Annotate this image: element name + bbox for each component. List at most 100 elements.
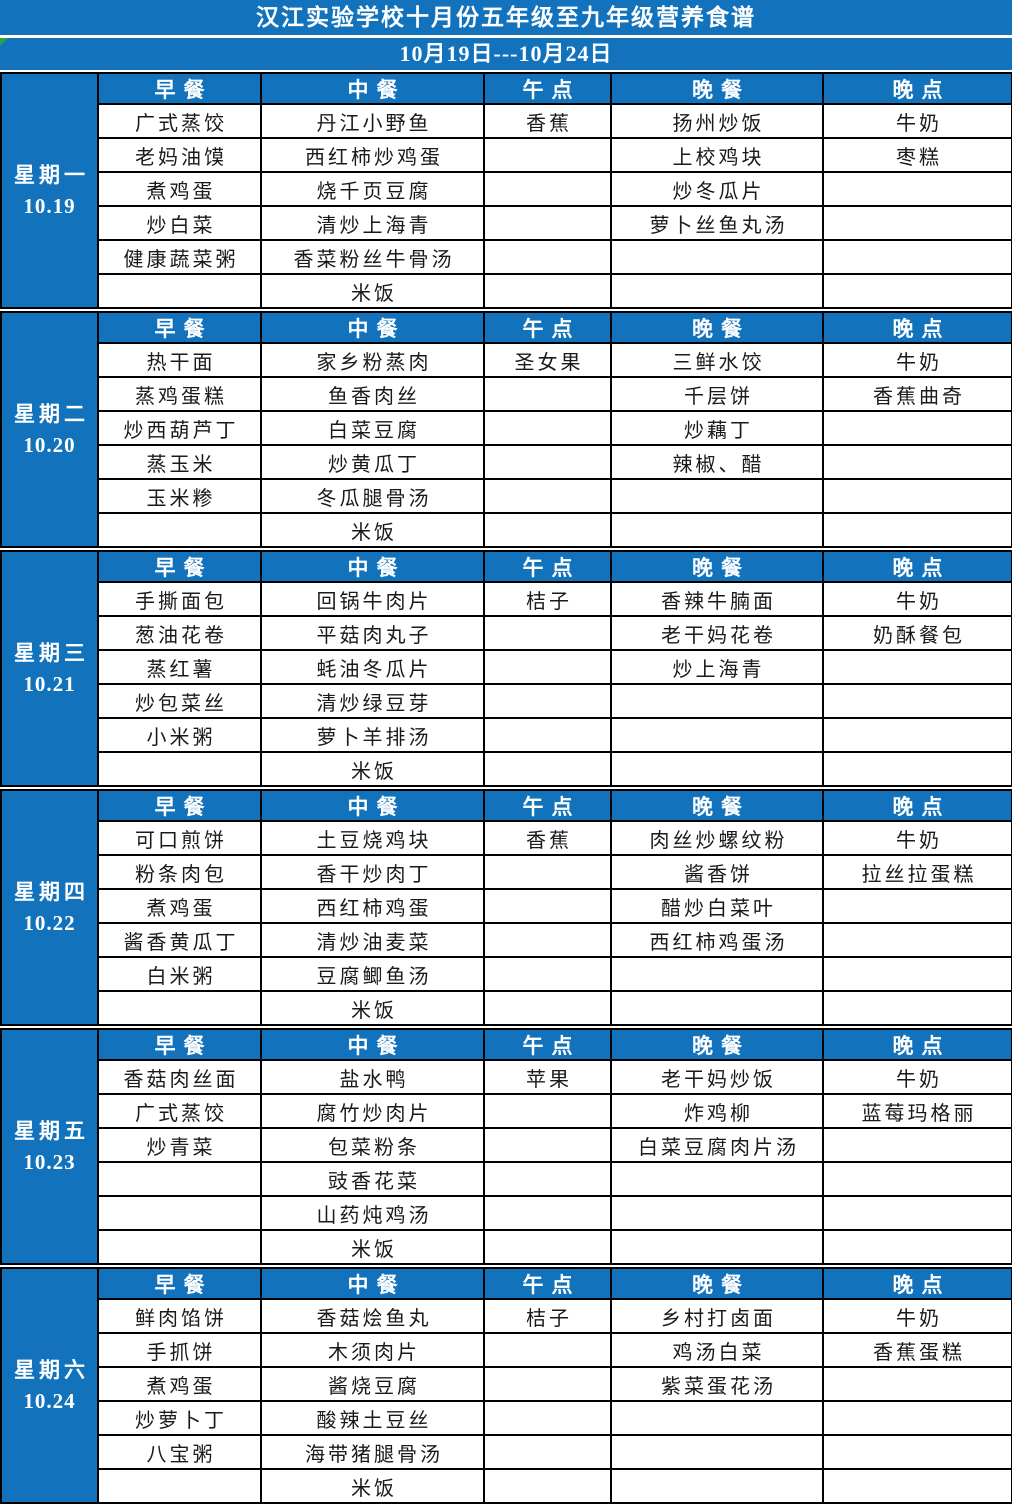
menu-cell [824,1231,1012,1265]
column-header-evening-snack: 晚点 [824,552,1012,583]
menu-cell: 枣糕 [824,139,1012,173]
day-block: 星期二 10.20 早餐 中餐 午点 晚餐 晚点 热干面 家乡粉蒸肉 圣女果 三鲜水饺 牛奶 蒸鸡蛋糕鱼… [0,311,1012,548]
menu-cell [824,1402,1012,1436]
menu-cell [485,1470,612,1504]
menu-cell: 辣椒、醋 [612,446,824,480]
menu-cell: 平菇肉丸子 [262,617,485,651]
day-label-cell: 星期一 10.19 [2,74,99,309]
menu-cell [99,1163,262,1197]
menu-cell [824,412,1012,446]
menu-cell [824,446,1012,480]
menu-cell [824,1368,1012,1402]
day-block: 星期四 10.22 早餐 中餐 午点 晚餐 晚点 可口煎饼 土豆烧鸡块 香蕉 肉丝炒螺纹粉 牛奶 粉条肉… [0,789,1012,1026]
day-name-label: 星期二 [14,402,89,427]
column-header-lunch: 中餐 [262,791,485,822]
menu-cell: 桔子 [485,1300,612,1334]
menu-cell [824,651,1012,685]
day-name-label: 星期一 [14,163,89,188]
menu-cell: 西红柿炒鸡蛋 [262,139,485,173]
column-header-breakfast: 早餐 [99,313,262,344]
day-date-label: 10.20 [23,432,76,457]
menu-cell: 米饭 [262,992,485,1026]
menu-cell: 豉香花菜 [262,1163,485,1197]
column-header-dinner: 晚餐 [612,552,824,583]
menu-cell: 八宝粥 [99,1436,262,1470]
menu-cell [612,1231,824,1265]
menu-cell: 广式蒸饺 [99,1095,262,1129]
column-header-dinner: 晚餐 [612,1030,824,1061]
menu-cell [485,1402,612,1436]
page-title: 汉江实验学校十月份五年级至九年级营养食谱 [0,0,1012,35]
menu-cell [824,207,1012,241]
column-header-evening-snack: 晚点 [824,791,1012,822]
menu-cell: 健康蔬菜粥 [99,241,262,275]
menu-cell: 香蕉 [485,105,612,139]
menu-cell [99,514,262,548]
menu-cell: 酱香饼 [612,856,824,890]
menu-cell: 醋炒白菜叶 [612,890,824,924]
menu-cell [485,139,612,173]
day-date-label: 10.22 [23,910,76,935]
menu-cell: 鱼香肉丝 [262,378,485,412]
menu-cell [485,446,612,480]
menu-cell: 家乡粉蒸肉 [262,344,485,378]
menu-cell [612,1436,824,1470]
menu-cell: 蚝油冬瓜片 [262,651,485,685]
menu-cell: 可口煎饼 [99,822,262,856]
menu-cell [99,1470,262,1504]
day-date-label: 10.23 [23,1149,76,1174]
menu-cell: 香辣牛腩面 [612,583,824,617]
menu-cell [824,1163,1012,1197]
menu-cell: 牛奶 [824,1300,1012,1334]
menu-cell: 清炒上海青 [262,207,485,241]
menu-cell [485,992,612,1026]
column-header-afternoon-snack: 午点 [485,1030,612,1061]
day-name-label: 星期四 [14,880,89,905]
menu-cell: 萝卜丝鱼丸汤 [612,207,824,241]
day-label-cell: 星期六 10.24 [2,1269,99,1504]
menu-cell: 西红柿鸡蛋汤 [612,924,824,958]
menu-cell: 蓝莓玛格丽 [824,1095,1012,1129]
day-block: 星期一 10.19 早餐 中餐 午点 晚餐 晚点 广式蒸饺 丹江小野鱼 香蕉 扬州炒饭 牛奶 老妈油馍西… [0,72,1012,309]
menu-cell: 三鲜水饺 [612,344,824,378]
menu-cell [612,958,824,992]
day-date-label: 10.21 [23,671,76,696]
day-block: 星期三 10.21 早餐 中餐 午点 晚餐 晚点 手撕面包 回锅牛肉片 桔子 香辣牛腩面 牛奶 葱油花卷… [0,550,1012,787]
column-header-evening-snack: 晚点 [824,1030,1012,1061]
date-range-bar: 10月19日---10月24日 [0,38,1012,70]
menu-cell: 煮鸡蛋 [99,173,262,207]
menu-cell: 蒸红薯 [99,651,262,685]
column-header-lunch: 中餐 [262,313,485,344]
menu-cell [824,1470,1012,1504]
green-corner-marker-icon [0,38,8,46]
menu-cell [824,1436,1012,1470]
menu-cell: 西红柿鸡蛋 [262,890,485,924]
menu-cell: 紫菜蛋花汤 [612,1368,824,1402]
menu-cell: 香菜粉丝牛骨汤 [262,241,485,275]
menu-cell: 炒青菜 [99,1129,262,1163]
menu-cell: 拉丝拉蛋糕 [824,856,1012,890]
menu-cell [485,412,612,446]
day-label-cell: 星期三 10.21 [2,552,99,787]
column-header-afternoon-snack: 午点 [485,791,612,822]
menu-cell: 清炒油麦菜 [262,924,485,958]
date-range-text: 10月19日---10月24日 [399,41,613,66]
menu-cell [824,1129,1012,1163]
menu-cell: 炒藕丁 [612,412,824,446]
menu-cell: 玉米糁 [99,480,262,514]
menu-cell: 奶酥餐包 [824,617,1012,651]
column-header-dinner: 晚餐 [612,74,824,105]
menu-cell: 米饭 [262,275,485,309]
menu-cell [612,241,824,275]
menu-cell: 广式蒸饺 [99,105,262,139]
menu-cell [99,275,262,309]
menu-cell [485,685,612,719]
menu-cell [485,1095,612,1129]
menu-cell: 煮鸡蛋 [99,890,262,924]
menu-cell [824,890,1012,924]
day-label-cell: 星期五 10.23 [2,1030,99,1265]
menu-cell: 葱油花卷 [99,617,262,651]
menu-cell [612,480,824,514]
day-date-label: 10.24 [23,1388,76,1413]
